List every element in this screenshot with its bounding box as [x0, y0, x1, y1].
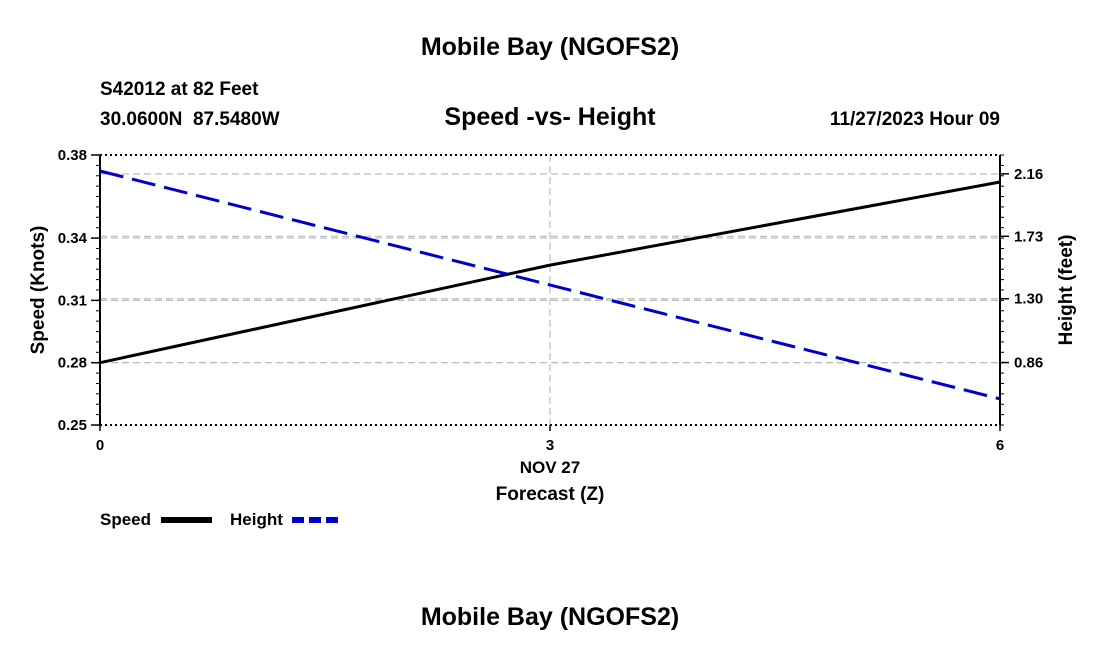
- legend: Speed Height: [100, 510, 343, 529]
- forecast-datetime: 11/27/2023 Hour 09: [830, 109, 1000, 130]
- y-axis-right-label: Height (feet): [1056, 235, 1077, 346]
- legend-label-speed: Speed: [100, 510, 151, 529]
- y-axis-left-label: Speed (Knots): [28, 226, 49, 355]
- x-tick-label: 3: [546, 437, 554, 454]
- y-left-tick-label: 0.25: [58, 417, 87, 434]
- y-right-tick-label: 1.30: [1014, 291, 1043, 308]
- station-name: S42012 at 82 Feet: [100, 79, 259, 100]
- y-left-tick-label: 0.34: [58, 230, 88, 247]
- page-title-bottom: Mobile Bay (NGOFS2): [421, 603, 679, 631]
- legend-label-height: Height: [230, 510, 283, 529]
- page-title-top: Mobile Bay (NGOFS2): [421, 33, 679, 61]
- series-layer: [99, 169, 1001, 401]
- axes-layer: 0.38 0.34 0.31 0.28 0.25 2.16 1.73 1.30 0.86 0 3 6: [58, 147, 1043, 454]
- y-right-tick-label: 1.73: [1014, 228, 1043, 245]
- series-line-height: [99, 169, 1001, 401]
- x-tick-label: 6: [996, 437, 1004, 454]
- station-coords: 30.0600N 87.5480W: [100, 109, 280, 130]
- series-line-speed: [99, 180, 1001, 365]
- chart-title: Speed -vs- Height: [444, 103, 656, 131]
- grid-layer: [100, 155, 1000, 425]
- y-left-tick-label: 0.38: [58, 147, 87, 164]
- x-axis-date-label: NOV 27: [520, 458, 580, 477]
- y-left-tick-label: 0.28: [58, 355, 87, 372]
- y-left-tick-label: 0.31: [58, 292, 87, 309]
- x-axis-label: Forecast (Z): [496, 484, 605, 505]
- y-right-tick-label: 0.86: [1014, 355, 1043, 372]
- y-right-tick-label: 2.16: [1014, 166, 1043, 183]
- x-tick-label: 0: [96, 437, 104, 454]
